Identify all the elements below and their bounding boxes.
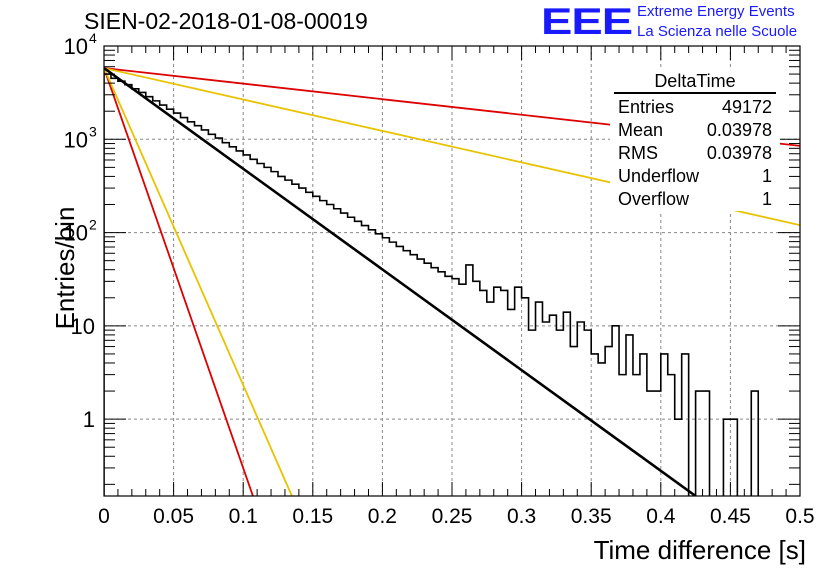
histogram-steps [104, 73, 760, 496]
y-tick-exponent: 2 [89, 217, 97, 233]
stats-value: 1 [761, 166, 772, 186]
plot-title: SIEN-02-2018-01-08-00019 [84, 8, 368, 34]
stats-row-rms: RMS 0.03978 [610, 142, 780, 165]
stats-row-underflow: Underflow 1 [610, 165, 780, 188]
y-tick-label: 10 [64, 34, 88, 59]
x-tick-label: 0.45 [710, 505, 751, 528]
y-tick-label: 10 [64, 127, 88, 152]
fit-line [104, 67, 293, 496]
stats-title: DeltaTime [614, 70, 776, 94]
stats-value: 1 [761, 189, 772, 209]
stats-value: 0.03978 [706, 120, 772, 140]
x-tick-label: 0.1 [229, 505, 258, 528]
y-tick-label: 10 [64, 221, 88, 246]
stats-label: Entries [618, 97, 675, 117]
x-tick-label: 0.05 [153, 505, 194, 528]
stats-label: Mean [618, 120, 664, 140]
y-tick-exponent: 3 [89, 123, 97, 139]
stats-label: RMS [618, 143, 658, 163]
y-tick-exponent: 4 [89, 30, 97, 46]
x-axis-label: Time difference [s] [593, 535, 806, 565]
stats-value: 0.03978 [706, 143, 772, 163]
stats-row-entries: Entries 49172 [610, 96, 780, 119]
stats-value: 49172 [721, 97, 772, 117]
y-tick-label: 1 [83, 407, 95, 432]
stats-row-overflow: Overflow 1 [610, 188, 780, 211]
x-tick-label: 0.2 [368, 505, 397, 528]
x-tick-label: 0.15 [292, 505, 333, 528]
eee-logo: EEE [541, 0, 633, 42]
stats-box: DeltaTime Entries 49172 Mean 0.03978 RMS… [610, 70, 780, 211]
fit-line [104, 67, 254, 496]
x-tick-label: 0 [98, 505, 110, 528]
stats-row-mean: Mean 0.03978 [610, 119, 780, 142]
y-axis-label: Entries/bin [49, 206, 80, 330]
x-tick-label: 0.5 [785, 505, 814, 528]
stats-label: Overflow [618, 189, 690, 209]
x-tick-label: 0.4 [646, 505, 676, 528]
y-tick-label: 10 [71, 314, 95, 339]
logo-line-2: La Scienza nelle Scuole [637, 23, 798, 40]
stats-label: Underflow [618, 166, 700, 186]
logo-line-1: Extreme Energy Events [637, 3, 795, 20]
main-fit-line [104, 67, 697, 496]
x-tick-label: 0.25 [432, 505, 473, 528]
x-tick-label: 0.35 [571, 505, 612, 528]
x-tick-label: 0.3 [507, 505, 536, 528]
